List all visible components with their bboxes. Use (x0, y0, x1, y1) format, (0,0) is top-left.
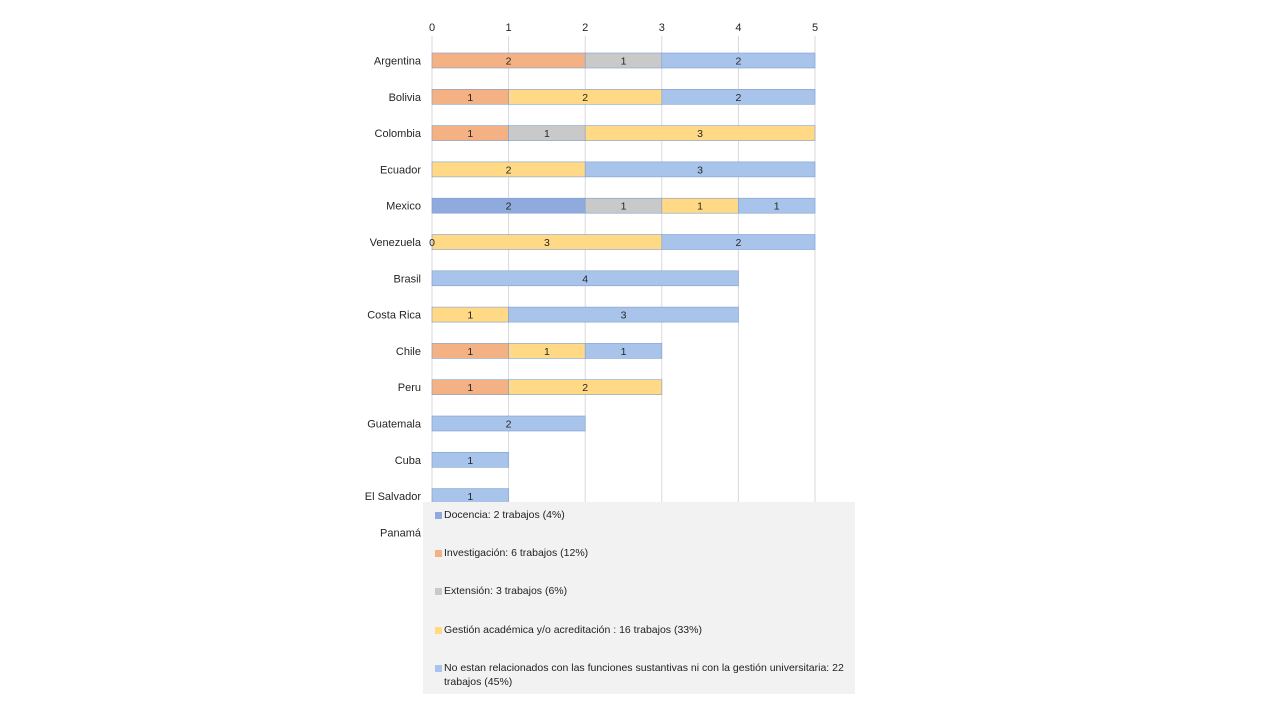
data-label: 1 (467, 346, 473, 358)
data-label: 1 (621, 56, 627, 68)
data-label: 1 (467, 382, 473, 394)
data-label: 1 (621, 346, 627, 358)
data-label: 2 (735, 92, 741, 104)
category-label: Ecuador (380, 164, 421, 176)
bar-segment (661, 52, 816, 69)
category-label: Panamá (380, 527, 422, 539)
bar-segment (508, 306, 739, 323)
category-label: Guatemala (367, 419, 422, 431)
category-label: El Salvador (365, 491, 422, 503)
legend-swatch (435, 588, 442, 595)
legend-item: No estan relacionados con las funciones … (435, 661, 847, 689)
bar-data-labels: 2 1 2 1 2 2 1 1 3 2 3 2 1 1 1 3 2 4 1 3 1 1 1 1 2 2 1 1 0 (429, 56, 780, 504)
legend-label: Investigación: 6 trabajos (12%) (444, 547, 589, 559)
legend: Docencia: 2 trabajos (4%) Investigación: … (423, 502, 855, 694)
bar-segment (738, 197, 816, 214)
data-label: 1 (467, 128, 473, 140)
data-label: 2 (506, 419, 512, 431)
category-label: Peru (398, 382, 421, 394)
legend-item: Extensión: 3 trabajos (6%) (435, 584, 847, 598)
x-tick-label: 2 (582, 22, 588, 34)
category-label: Bolivia (389, 92, 422, 104)
data-label: 3 (544, 237, 550, 249)
data-label: 1 (544, 128, 550, 140)
legend-label: Docencia: 2 trabajos (4%) (444, 509, 565, 521)
legend-label: No estan relacionados con las funciones … (444, 662, 844, 688)
data-label: 1 (467, 455, 473, 467)
bar-segment (584, 343, 663, 359)
category-label: Mexico (386, 201, 421, 213)
data-label: 1 (467, 92, 473, 104)
data-label: 1 (544, 346, 550, 358)
bar-segment (661, 89, 816, 105)
bar-segment (584, 125, 816, 141)
bar-segment (661, 234, 816, 250)
legend-label: Gestión académica y/o acreditación : 16 … (444, 624, 702, 636)
category-label: Cuba (395, 455, 422, 467)
legend-swatch (435, 512, 442, 519)
legend-item: Docencia: 2 trabajos (4%) (435, 508, 847, 522)
legend-swatch (435, 665, 442, 672)
x-tick-label: 1 (506, 22, 512, 34)
category-label: Argentina (374, 56, 422, 68)
data-label: 2 (735, 237, 741, 249)
bar-segment (431, 270, 739, 287)
data-label-zero: 0 (429, 237, 435, 249)
x-tick-label: 0 (429, 22, 435, 34)
data-label: 3 (697, 128, 703, 140)
category-label: Colombia (375, 128, 422, 140)
bar-segments (431, 52, 816, 504)
data-label: 1 (467, 491, 473, 503)
data-label: 3 (621, 310, 627, 322)
data-label: 2 (582, 92, 588, 104)
category-label: Venezuela (370, 237, 422, 249)
data-label: 2 (506, 201, 512, 213)
data-label: 1 (621, 201, 627, 213)
x-tick-label: 4 (735, 22, 741, 34)
category-label: Brasil (393, 273, 421, 285)
y-axis-category-labels: Argentina Bolivia Colombia Ecuador Mexico Ven… (365, 56, 422, 540)
x-tick-label: 5 (812, 22, 818, 34)
bar-segment (431, 451, 509, 468)
legend-label: Extensión: 3 trabajos (6%) (444, 585, 568, 597)
category-label: Chile (396, 346, 421, 358)
data-label: 4 (582, 273, 588, 285)
data-label: 2 (735, 56, 741, 68)
data-label: 3 (697, 164, 703, 176)
category-label: Costa Rica (367, 310, 422, 322)
data-label: 1 (774, 201, 780, 213)
legend-swatch (435, 550, 442, 557)
data-label: 2 (506, 164, 512, 176)
data-label: 1 (467, 310, 473, 322)
bar-segment (508, 379, 663, 396)
bar-segment (584, 161, 816, 178)
bar-segment (431, 415, 586, 432)
legend-item: Gestión académica y/o acreditación : 16 … (435, 623, 847, 637)
data-label: 2 (582, 382, 588, 394)
legend-item: Investigación: 6 trabajos (12%) (435, 546, 847, 560)
data-label: 1 (697, 201, 703, 213)
x-axis-tick-labels: 0 1 2 3 4 5 (429, 22, 818, 34)
x-tick-label: 3 (659, 22, 665, 34)
legend-swatch (435, 627, 442, 634)
data-label: 2 (506, 56, 512, 68)
